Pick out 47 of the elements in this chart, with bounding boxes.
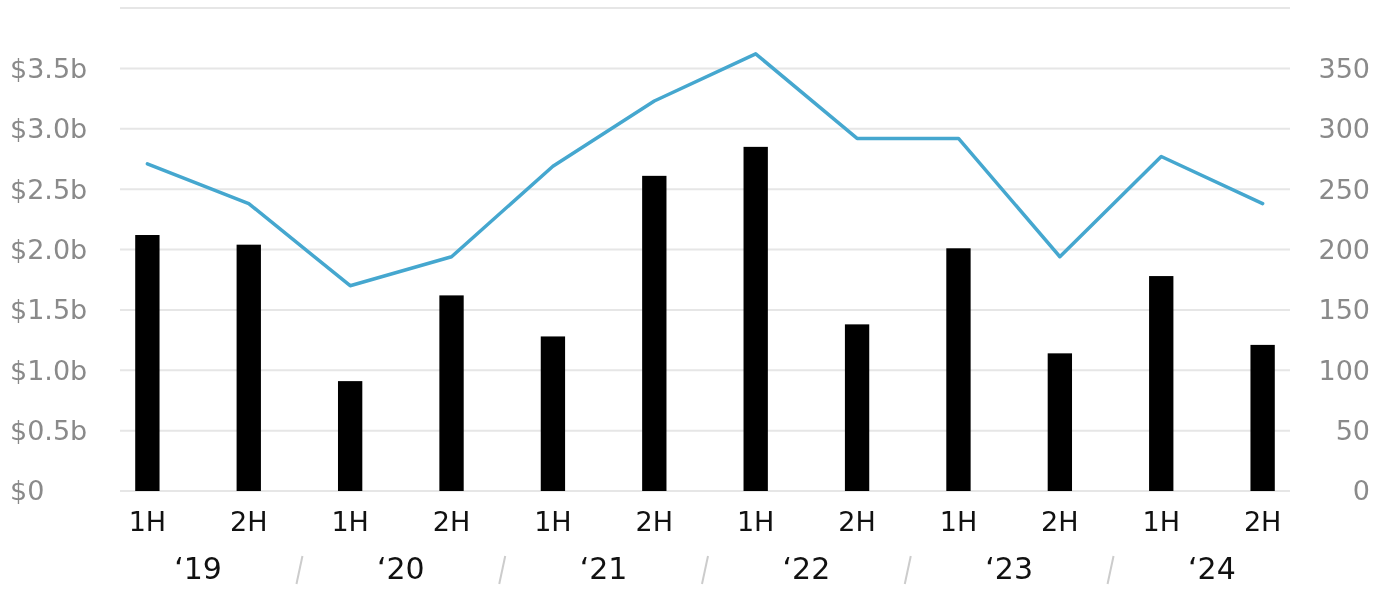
y2-tick-label: 0 bbox=[1352, 475, 1370, 507]
text: ‘24 bbox=[1188, 550, 1236, 586]
bar bbox=[337, 381, 363, 491]
text: ‘20 bbox=[376, 550, 425, 586]
bar bbox=[1047, 353, 1073, 491]
text: ‘22 bbox=[782, 550, 831, 586]
x-tick-label: 1H bbox=[736, 506, 775, 538]
x-tick-label: 2H bbox=[432, 506, 471, 538]
bar bbox=[743, 146, 768, 491]
x-tick-label: 2H bbox=[230, 506, 268, 538]
x-tick-label: 2H bbox=[635, 506, 674, 538]
y-tick-label: $3.0b bbox=[10, 113, 88, 145]
x-tick-label: 1H bbox=[331, 506, 369, 538]
y2-tick-label: 150 bbox=[1318, 294, 1370, 326]
y2-tick-label: 100 bbox=[1318, 354, 1370, 386]
x-tick-label: 2H bbox=[1243, 506, 1282, 538]
y-tick-label: $0.5b bbox=[10, 415, 88, 447]
x-tick-label: 1H bbox=[939, 506, 978, 538]
y2-tick-label: 50 bbox=[1335, 415, 1370, 447]
y-tick-label: $0 bbox=[10, 475, 45, 507]
text: ‘21 bbox=[579, 550, 628, 586]
x-tick-label: 1H bbox=[128, 506, 167, 538]
bar bbox=[540, 336, 566, 491]
y2-tick-label: 200 bbox=[1318, 233, 1370, 265]
y-tick-label: $2.0b bbox=[10, 233, 88, 265]
y-tick-label: $3.5b bbox=[10, 52, 88, 84]
x-tick-label: 1H bbox=[534, 506, 572, 538]
x-tick-label: 2H bbox=[838, 506, 876, 538]
y2-tick-label: 350 bbox=[1318, 52, 1370, 84]
y2-tick-label: 250 bbox=[1318, 173, 1370, 205]
line-series bbox=[145, 52, 1265, 288]
y-tick-label: $1.5b bbox=[10, 294, 88, 326]
bar bbox=[1149, 276, 1174, 491]
bar bbox=[135, 235, 160, 491]
y-tick-label: $1.0b bbox=[10, 354, 88, 386]
bar bbox=[439, 295, 464, 491]
bar bbox=[236, 244, 261, 491]
text: ‘19 bbox=[174, 550, 222, 586]
text: ‘23 bbox=[985, 550, 1034, 586]
y2-tick-label: 300 bbox=[1318, 113, 1370, 145]
x-tick-label: 1H bbox=[1142, 506, 1180, 538]
bar bbox=[844, 324, 870, 491]
bar bbox=[642, 175, 667, 491]
bar bbox=[946, 248, 971, 491]
bar bbox=[1250, 344, 1275, 491]
x-tick-label: 2H bbox=[1041, 506, 1079, 538]
y-tick-label: $2.5b bbox=[10, 173, 88, 205]
